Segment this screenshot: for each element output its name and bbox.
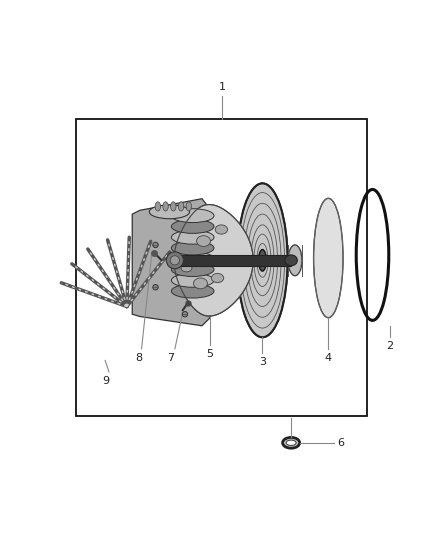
Ellipse shape — [153, 285, 158, 290]
Ellipse shape — [171, 241, 214, 255]
Text: 2: 2 — [386, 341, 393, 351]
Ellipse shape — [171, 220, 214, 233]
Bar — [77, 119, 367, 416]
Ellipse shape — [170, 256, 180, 265]
Ellipse shape — [178, 202, 184, 211]
Ellipse shape — [171, 209, 214, 223]
Ellipse shape — [197, 236, 211, 246]
Ellipse shape — [314, 198, 343, 318]
Text: 7: 7 — [167, 353, 175, 363]
Ellipse shape — [283, 438, 300, 448]
Ellipse shape — [166, 252, 184, 269]
Text: 5: 5 — [206, 349, 213, 359]
Ellipse shape — [171, 252, 214, 265]
Ellipse shape — [171, 263, 214, 277]
Ellipse shape — [153, 242, 158, 248]
Ellipse shape — [285, 255, 297, 265]
Text: 1: 1 — [219, 82, 226, 92]
Ellipse shape — [149, 205, 190, 219]
Ellipse shape — [186, 202, 191, 211]
Bar — [171, 255, 291, 265]
Text: 3: 3 — [259, 357, 266, 367]
Text: 9: 9 — [102, 376, 110, 386]
Ellipse shape — [155, 202, 161, 211]
Text: 6: 6 — [337, 438, 344, 448]
Ellipse shape — [215, 225, 228, 234]
Ellipse shape — [181, 264, 192, 272]
Ellipse shape — [288, 245, 302, 276]
Ellipse shape — [163, 202, 168, 211]
Text: 8: 8 — [135, 353, 142, 363]
Ellipse shape — [258, 249, 266, 271]
Ellipse shape — [237, 183, 288, 337]
Ellipse shape — [182, 311, 187, 317]
Ellipse shape — [194, 278, 208, 289]
Polygon shape — [132, 199, 210, 326]
Ellipse shape — [171, 273, 214, 287]
Ellipse shape — [211, 273, 224, 282]
Text: 4: 4 — [325, 353, 332, 363]
Ellipse shape — [286, 440, 296, 446]
Ellipse shape — [171, 230, 214, 244]
Ellipse shape — [171, 284, 214, 298]
Polygon shape — [174, 205, 253, 316]
Ellipse shape — [171, 202, 176, 211]
Ellipse shape — [226, 256, 237, 264]
